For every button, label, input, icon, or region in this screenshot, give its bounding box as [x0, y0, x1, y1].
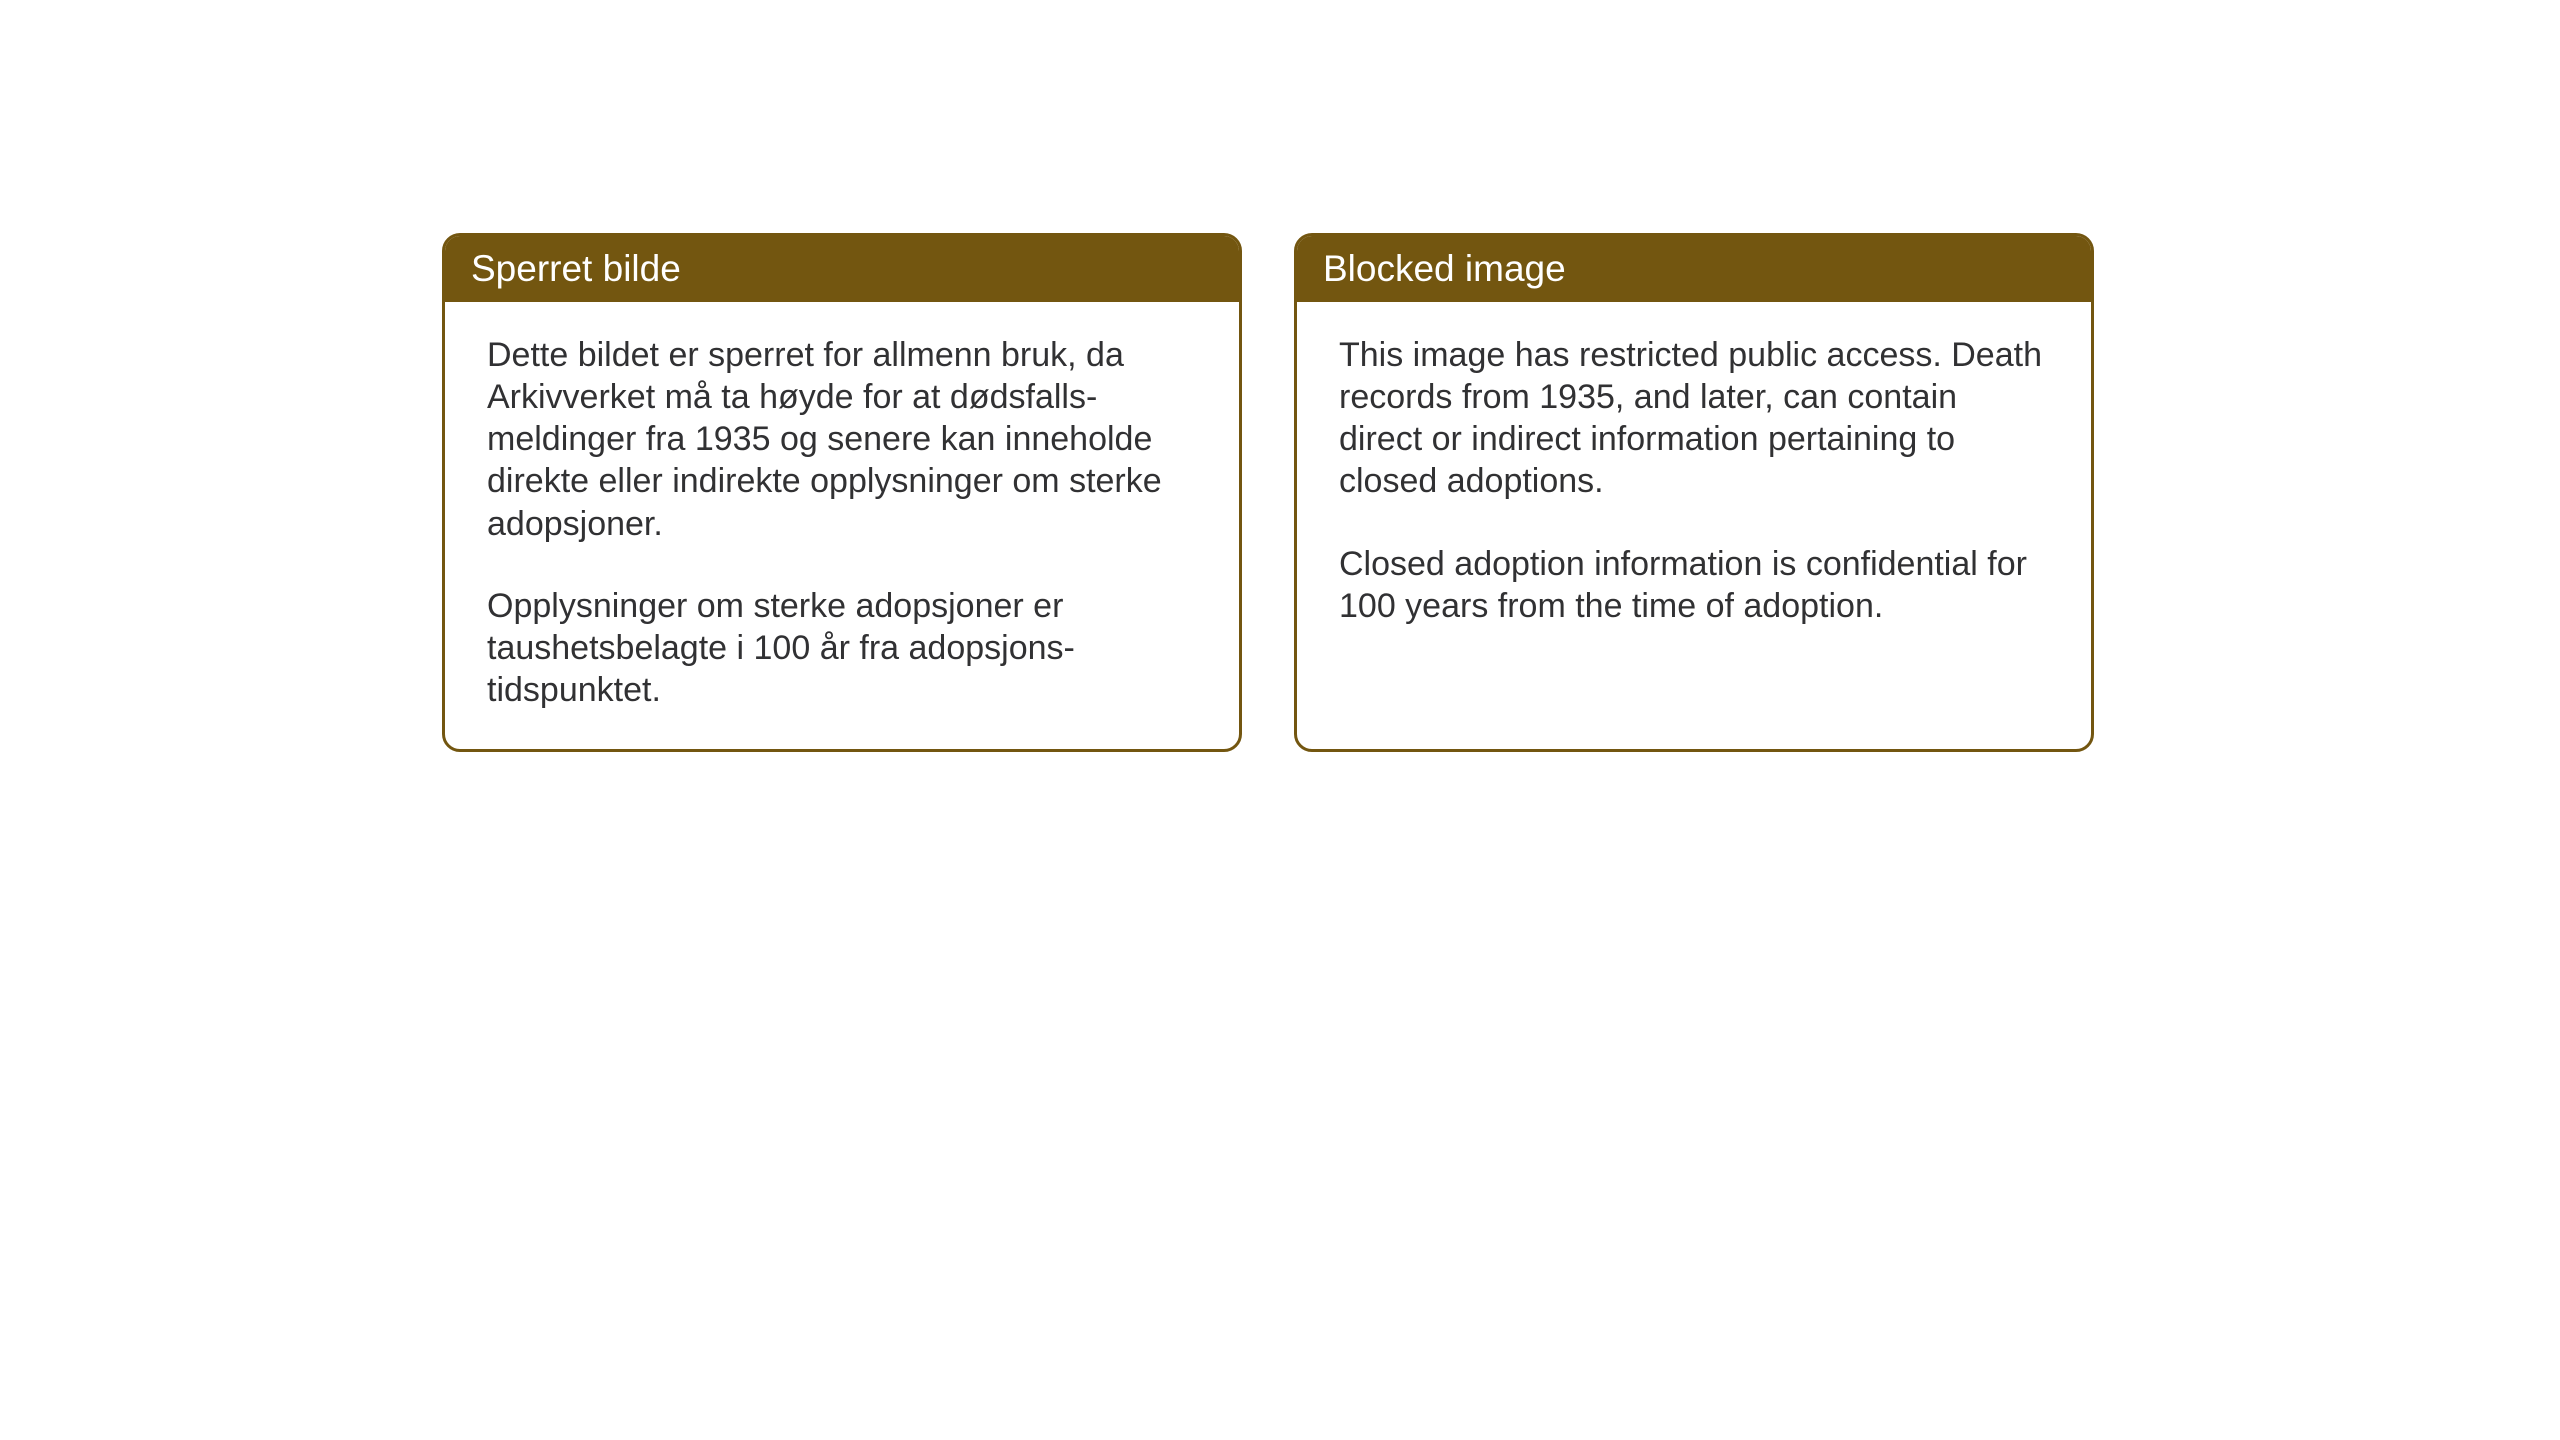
norwegian-card: Sperret bilde Dette bildet er sperret fo…	[442, 233, 1242, 752]
english-card: Blocked image This image has restricted …	[1294, 233, 2094, 752]
english-card-body: This image has restricted public access.…	[1297, 302, 2091, 722]
english-card-header: Blocked image	[1297, 236, 2091, 302]
english-paragraph-1: This image has restricted public access.…	[1339, 334, 2049, 503]
norwegian-paragraph-1: Dette bildet er sperret for allmenn bruk…	[487, 334, 1197, 545]
english-paragraph-2: Closed adoption information is confident…	[1339, 543, 2049, 627]
notice-cards-container: Sperret bilde Dette bildet er sperret fo…	[442, 233, 2094, 752]
norwegian-card-body: Dette bildet er sperret for allmenn bruk…	[445, 302, 1239, 749]
norwegian-paragraph-2: Opplysninger om sterke adopsjoner er tau…	[487, 585, 1197, 711]
norwegian-card-header: Sperret bilde	[445, 236, 1239, 302]
